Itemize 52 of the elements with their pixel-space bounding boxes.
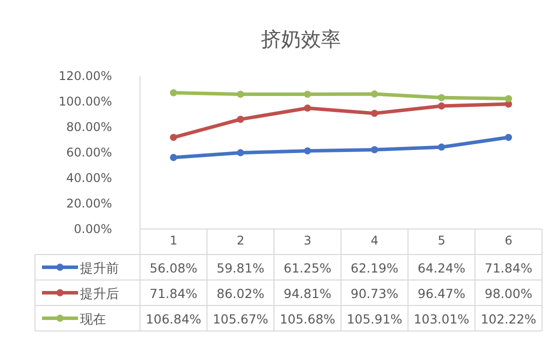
point	[370, 146, 378, 154]
data-label: 86.02%	[216, 286, 264, 301]
y-tick-label: 120.00%	[58, 68, 112, 83]
chart-title: 挤奶效率	[261, 27, 341, 51]
x-tick-label: 3	[304, 234, 312, 248]
data-label: 105.68%	[280, 311, 336, 326]
point	[304, 90, 312, 98]
x-tick-label: 2	[236, 234, 244, 248]
legend-label: 现在	[80, 312, 106, 328]
point	[438, 94, 446, 102]
x-tick-label: 4	[370, 234, 378, 248]
data-label: 105.91%	[346, 311, 402, 326]
data-label: 106.84%	[146, 311, 202, 326]
y-tick-label: 20.00%	[66, 196, 112, 210]
point	[304, 147, 312, 154]
point	[438, 102, 446, 110]
x-tick-label: 6	[504, 234, 512, 248]
point	[170, 134, 178, 141]
legend-label: 提升前	[80, 261, 119, 276]
y-tick-label: 0.00%	[74, 222, 112, 236]
data-label: 61.25%	[284, 260, 332, 276]
data-label: 64.24%	[418, 260, 466, 276]
y-tick-label: 100.00%	[58, 94, 112, 108]
point	[504, 134, 512, 141]
point	[370, 90, 378, 98]
x-tick-label: 5	[438, 234, 446, 248]
data-label: 59.81%	[216, 260, 264, 276]
y-tick-label: 80.00%	[66, 120, 112, 134]
data-label: 90.73%	[350, 286, 398, 301]
data-label: 71.84%	[484, 260, 532, 276]
data-label: 96.47%	[418, 286, 466, 301]
point	[170, 154, 178, 162]
data-label: 103.01%	[414, 311, 470, 326]
data-label: 105.67%	[212, 311, 268, 326]
point	[504, 95, 512, 102]
data-label: 94.81%	[284, 286, 332, 301]
point	[438, 144, 446, 151]
point	[236, 90, 244, 98]
data-label: 62.19%	[350, 260, 398, 276]
data-label: 98.00%	[484, 286, 532, 301]
point	[236, 149, 244, 156]
legend-label: 提升后	[80, 286, 119, 302]
x-tick-label: 1	[170, 234, 178, 248]
data-label: 102.22%	[480, 311, 536, 326]
point	[170, 89, 178, 96]
point	[304, 104, 312, 112]
data-label: 71.84%	[150, 286, 198, 301]
y-tick-label: 60.00%	[66, 145, 112, 160]
y-tick-label: 40.00%	[66, 170, 112, 185]
point	[370, 110, 378, 117]
point	[236, 116, 244, 123]
data-label: 56.08%	[150, 260, 198, 276]
